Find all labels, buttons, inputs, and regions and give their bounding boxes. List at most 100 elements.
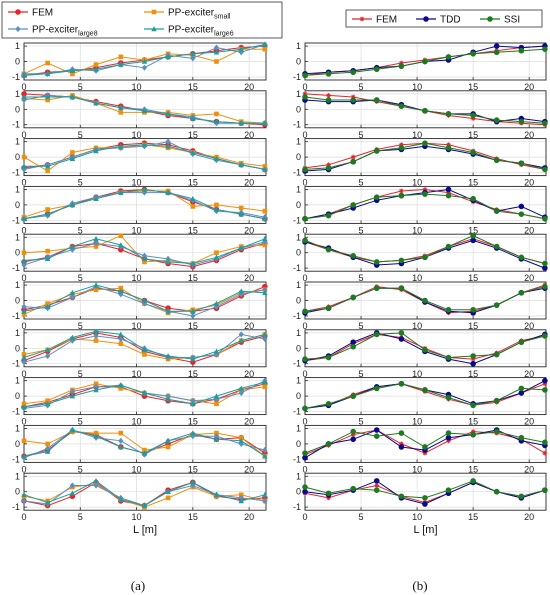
y-tick-label: -1 bbox=[293, 359, 301, 369]
x-tick-label: 15 bbox=[468, 369, 478, 379]
data-point bbox=[213, 348, 220, 354]
subplot-a-3: 10-10 5 10 15 20 bbox=[12, 137, 268, 188]
data-point bbox=[44, 303, 51, 309]
x-tick-label: 5 bbox=[78, 178, 83, 188]
legend-marker bbox=[15, 9, 21, 15]
x-tick-label: 10 bbox=[132, 417, 142, 427]
data-point bbox=[93, 282, 99, 288]
series-pp-exciter-large6 bbox=[21, 328, 268, 362]
y-tick-label: 1 bbox=[15, 137, 20, 147]
data-point bbox=[141, 450, 148, 456]
x-tick-label: 10 bbox=[132, 512, 142, 522]
data-point bbox=[302, 454, 308, 461]
data-point bbox=[422, 495, 428, 501]
data-point bbox=[302, 308, 308, 315]
figure-caption: (a) bbox=[131, 578, 145, 593]
subplot-b-7: 10-10 5 10 15 20 bbox=[293, 328, 548, 379]
y-tick-label: -1 bbox=[293, 120, 301, 130]
y-tick-label: -1 bbox=[12, 215, 20, 225]
data-point bbox=[470, 306, 476, 313]
series-line bbox=[23, 192, 265, 220]
x-tick-label: 15 bbox=[188, 273, 198, 283]
series-ssi bbox=[302, 94, 548, 126]
subplot-a-7: 10-10 5 10 15 20 bbox=[12, 328, 268, 379]
y-tick-label: 1 bbox=[15, 232, 20, 242]
data-point bbox=[190, 312, 196, 320]
data-point bbox=[44, 94, 51, 100]
y-tick-label: -1 bbox=[12, 407, 20, 417]
data-point bbox=[302, 405, 308, 412]
data-point bbox=[142, 352, 147, 357]
series-pp-exciter-large6 bbox=[21, 427, 268, 459]
x-tick-label: 20 bbox=[524, 321, 534, 331]
x-tick-label: 20 bbox=[524, 178, 534, 188]
x-tick-label: 0 bbox=[21, 321, 26, 331]
series-pp-exciter-large6 bbox=[21, 94, 268, 126]
x-tick-label: 0 bbox=[302, 512, 307, 522]
x-tick-label: 5 bbox=[78, 130, 83, 140]
data-point bbox=[422, 108, 428, 114]
data-point bbox=[518, 385, 525, 392]
data-point bbox=[69, 294, 75, 301]
data-point bbox=[422, 387, 428, 393]
data-point bbox=[373, 194, 380, 200]
x-tick-label: 5 bbox=[78, 512, 83, 522]
x-tick-label: 10 bbox=[412, 82, 422, 92]
y-tick-label: 1 bbox=[15, 89, 20, 99]
data-point bbox=[470, 237, 476, 244]
data-point bbox=[350, 158, 357, 165]
x-tick-label: 10 bbox=[132, 464, 142, 474]
x-tick-label: 0 bbox=[302, 130, 307, 140]
series-ssi bbox=[302, 330, 548, 362]
data-point bbox=[445, 354, 452, 361]
data-point bbox=[302, 450, 308, 456]
data-point bbox=[165, 308, 171, 314]
legend-item-tdd: TDD bbox=[416, 15, 461, 26]
y-tick-label: 1 bbox=[296, 423, 301, 433]
data-point bbox=[350, 393, 357, 399]
data-point bbox=[470, 50, 476, 57]
data-point bbox=[45, 301, 50, 306]
data-point bbox=[542, 450, 548, 456]
data-point bbox=[422, 254, 428, 261]
x-tick-label: 10 bbox=[412, 178, 422, 188]
x-tick-label: 20 bbox=[244, 130, 254, 140]
data-point bbox=[93, 338, 99, 343]
data-point bbox=[238, 205, 244, 211]
x-tick-label: 15 bbox=[188, 464, 198, 474]
x-tick-label: 20 bbox=[524, 130, 534, 140]
legend-label-subscript: large6 bbox=[214, 31, 234, 38]
data-point bbox=[518, 339, 525, 345]
subplot-b-2: 10-10 5 10 15 20 bbox=[293, 89, 548, 140]
data-point bbox=[445, 243, 452, 250]
data-point bbox=[518, 211, 525, 217]
x-tick-label: 15 bbox=[468, 178, 478, 188]
data-point bbox=[165, 189, 171, 195]
data-point bbox=[213, 44, 220, 51]
data-point bbox=[69, 427, 76, 433]
data-point bbox=[470, 360, 476, 367]
x-tick-label: 15 bbox=[188, 225, 198, 235]
legend-marker bbox=[151, 26, 157, 32]
x-tick-label: 10 bbox=[412, 321, 422, 331]
series-pp-exciter-large6 bbox=[21, 379, 268, 410]
data-point bbox=[44, 346, 51, 353]
x-tick-label: 20 bbox=[244, 178, 254, 188]
data-point bbox=[302, 356, 308, 362]
data-point bbox=[190, 50, 196, 57]
x-tick-label: 15 bbox=[188, 130, 198, 140]
data-point bbox=[542, 260, 548, 267]
x-tick-label: 15 bbox=[188, 82, 198, 92]
data-point bbox=[373, 487, 380, 493]
data-point bbox=[262, 215, 268, 222]
data-point bbox=[165, 53, 171, 60]
data-point bbox=[422, 501, 428, 507]
data-point bbox=[238, 331, 244, 338]
data-point bbox=[21, 257, 27, 263]
data-point bbox=[21, 354, 27, 360]
data-point bbox=[21, 215, 27, 222]
data-point bbox=[398, 145, 405, 151]
x-tick-label: 20 bbox=[524, 369, 534, 379]
y-tick-label: -1 bbox=[293, 263, 301, 273]
